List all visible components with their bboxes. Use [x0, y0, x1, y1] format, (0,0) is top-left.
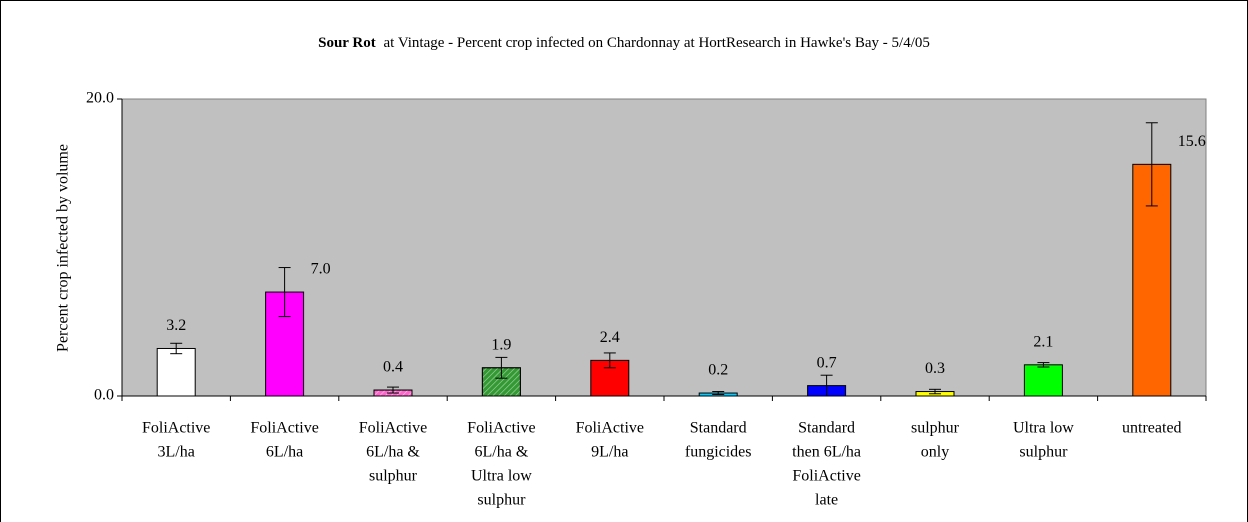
x-tick-label: sulphur — [911, 420, 960, 437]
x-tick-label: fungicides — [685, 444, 752, 461]
value-label: 0.4 — [383, 359, 403, 376]
x-tick-label: FoliActive — [792, 468, 860, 485]
title-bold: Sour Rot — [318, 35, 376, 51]
x-tick-label: FoliActive — [250, 420, 318, 437]
title-rest: at Vintage - Percent crop infected on Ch… — [384, 35, 930, 51]
chart-title: Sour Rot at Vintage - Percent crop infec… — [318, 35, 930, 51]
x-tick-label: late — [815, 492, 838, 509]
bar — [1023, 364, 1063, 397]
x-tick-label: FoliActive — [467, 420, 535, 437]
value-label: 15.6 — [1178, 133, 1206, 150]
x-tick-label: Ultra low — [471, 468, 532, 485]
x-tick-label: sulphur — [477, 492, 526, 509]
bar — [156, 347, 196, 397]
x-tick-label: Ultra low — [1013, 420, 1074, 437]
y-axis-label: Percent crop infected by volume — [55, 144, 72, 352]
x-tick-label: FoliActive — [142, 420, 210, 437]
x-tick-label: FoliActive — [576, 420, 644, 437]
value-label: 7.0 — [311, 261, 331, 278]
value-label: 0.3 — [925, 360, 945, 377]
x-tick-label: sulphur — [369, 468, 418, 485]
x-tick-label: untreated — [1122, 420, 1182, 437]
x-tick-label: then 6L/ha — [792, 444, 861, 461]
y-tick-label: 0.0 — [94, 387, 114, 404]
value-label: 2.4 — [600, 329, 620, 346]
x-tick-label: 6L/ha — [266, 444, 303, 461]
x-tick-label: 6L/ha & — [366, 444, 420, 461]
x-tick-label: Standard — [798, 420, 855, 437]
value-label: 2.1 — [1033, 333, 1053, 350]
value-label: 3.2 — [166, 317, 186, 334]
y-tick-label: 20.0 — [86, 90, 114, 107]
x-tick-label: 6L/ha & — [475, 444, 529, 461]
value-label: 1.9 — [491, 336, 511, 353]
x-tick-label: 3L/ha — [158, 444, 195, 461]
value-label: 0.2 — [708, 362, 728, 379]
x-tick-label: only — [921, 444, 949, 461]
value-label: 0.7 — [817, 354, 837, 371]
x-tick-label: 9L/ha — [591, 444, 628, 461]
x-tick-label: Standard — [690, 420, 747, 437]
x-tick-label: FoliActive — [359, 420, 427, 437]
x-tick-label: sulphur — [1019, 444, 1068, 461]
